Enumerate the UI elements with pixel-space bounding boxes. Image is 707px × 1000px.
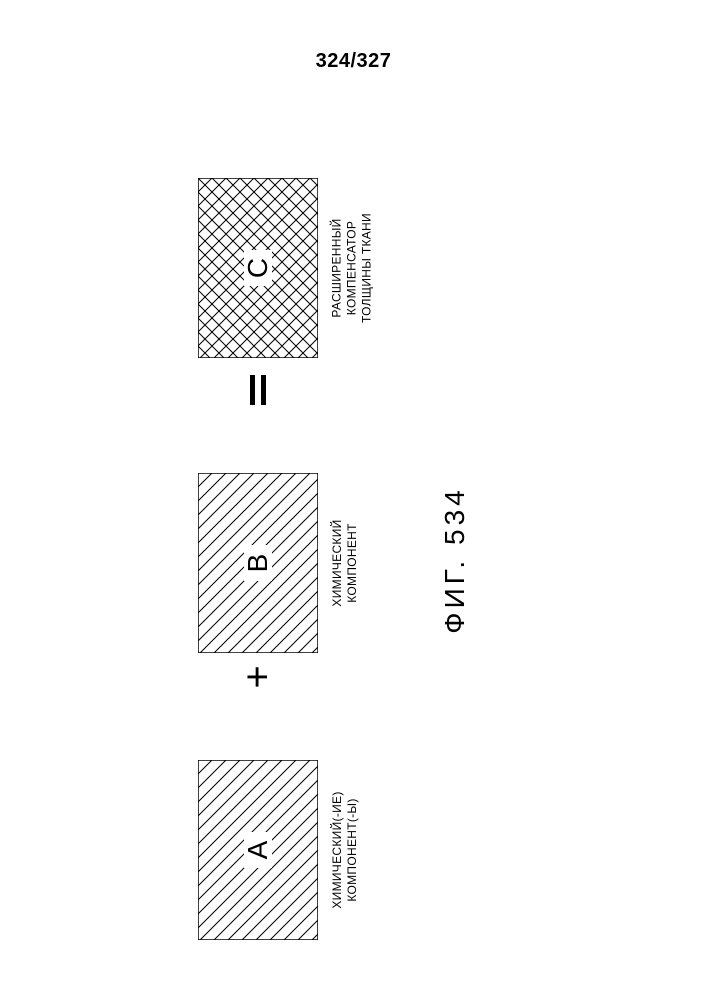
page-number: 324/327 [0,50,707,73]
plus-operator: + [236,665,281,688]
box-a-caption: ХИМИЧЕСКИЙ(-ИЕ) КОМПОНЕНТ(-Ы) [330,791,360,908]
box-c-letter: C [242,258,274,278]
figure-label: ФИГ. 534 [439,486,471,633]
box-a-letter: A [242,841,274,860]
box-c-caption: РАСШИРЕННЫЙ КОМПЕНСАТОР ТОЛЩИНЫ ТКАНИ [330,213,375,323]
box-b-letter: B [242,554,274,573]
box-b-caption: ХИМИЧЕСКИЙ КОМПОНЕНТ [330,519,360,606]
equals-operator [238,375,278,405]
